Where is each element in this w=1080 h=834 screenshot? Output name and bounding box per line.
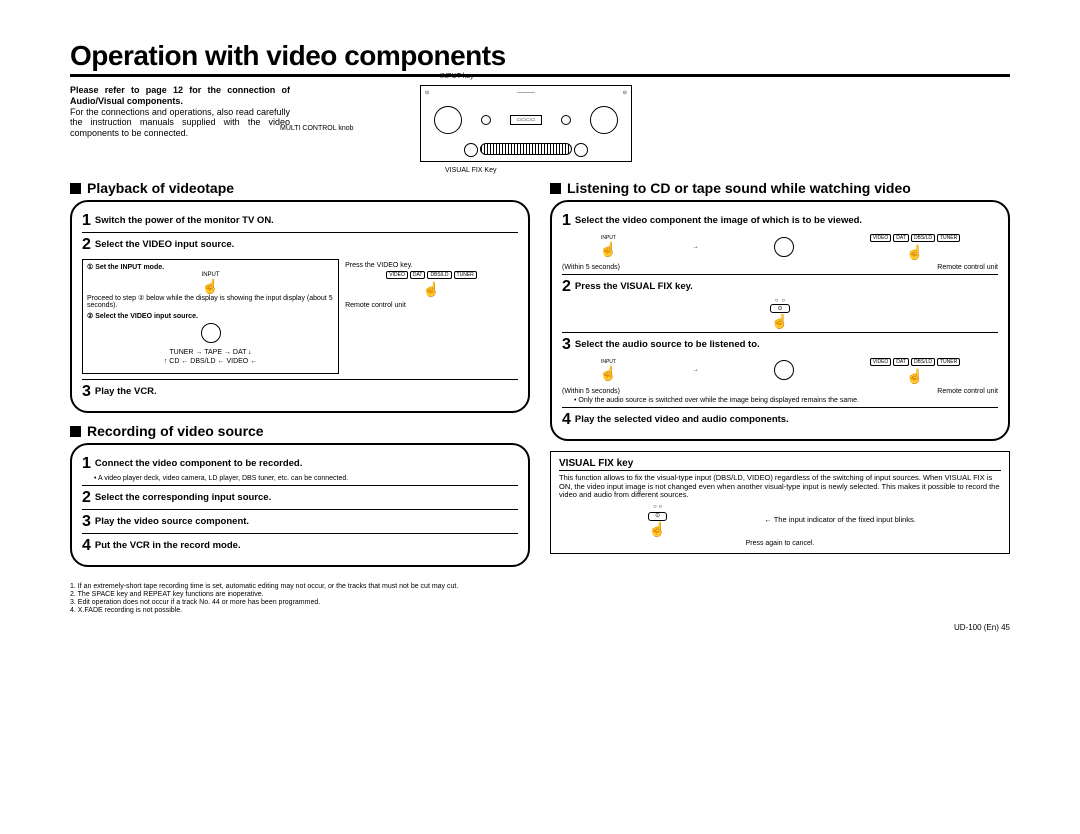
hand-icon: ☝ [771,313,788,330]
recording-title: Recording of video source [70,423,530,439]
recording-step-1: 1Connect the video component to be recor… [82,456,518,472]
footnote-2: 2. The SPACE key and REPEAT key function… [70,591,1010,599]
vfix-title: VISUAL FIX key [559,458,1001,471]
vfix-press-again: Press again to cancel. [559,540,1001,548]
footnote-3: 3. Edit operation does not occur if a tr… [70,599,1010,607]
hand-icon: ☝ [423,281,440,298]
right-column: Listening to CD or tape sound while watc… [550,174,1010,577]
recording-step-1-note: • A video player deck, video camera, LD … [94,475,518,483]
listen-step-1: 1Select the video component the image of… [562,213,998,229]
hand-icon: ☝ [202,278,219,295]
page-number: UD-100 (En) 45 [70,623,1010,632]
remote-label: Remote control unit [345,302,518,310]
square-bullet [70,426,81,437]
hand-icon: ☝ [906,244,923,261]
listen-panel: 1Select the video component the image of… [550,200,1010,441]
intro-text: Please refer to page 12 for the connecti… [70,85,290,162]
recording-title-text: Recording of video source [87,423,264,439]
button-row: VIDEO DAT DBS/LD TUNER [345,271,518,279]
label-input-key: INPUT key [440,73,474,80]
intro-line2: For the connections and operations, also… [70,107,290,139]
page-title: Operation with video components [70,40,1010,77]
set-input-label: ① Set the INPUT mode. [87,264,334,272]
knob-icon [774,360,794,380]
playback-title-text: Playback of videotape [87,180,234,196]
select-video-label: ② Select the VIDEO input source. [87,313,334,321]
device-outline: ⊙─────⊙ ▭▭▭▭ [420,85,632,162]
label-visual-fix: VISUAL FIX Key [445,167,496,174]
source-sequence: TUNER → TAPE → DAT ↓ ↑ CD ← DBS/LD ← VID… [87,348,334,366]
step2-note: Proceed to step ② below while the displa… [87,295,334,310]
label-multi-control: MULTI CONTROL knob [280,125,354,132]
playback-panel: 1Switch the power of the monitor TV ON. … [70,200,530,413]
press-video-key: Press the VIDEO key. [345,262,518,269]
recording-step-3: 3Play the video source component. [82,514,518,530]
footnotes: 1. If an extremely-short tape recording … [70,583,1010,615]
square-bullet [550,183,561,194]
listen-step-2: 2Press the VISUAL FIX key. [562,279,998,295]
step2-right: Press the VIDEO key. VIDEO DAT DBS/LD TU… [345,256,518,377]
playback-step-1: 1Switch the power of the monitor TV ON. [82,213,518,229]
footnote-1: 1. If an extremely-short tape recording … [70,583,1010,591]
intro-row: Please refer to page 12 for the connecti… [70,85,1010,162]
listen-step-3: 3Select the audio source to be listened … [562,337,998,353]
hand-icon: ☝ [600,241,617,258]
remote-label: Remote control unit [937,264,998,272]
hand-icon: ☝ [600,365,617,382]
knob-icon [201,323,221,343]
playback-step-2: 2Select the VIDEO input source. [82,237,518,253]
left-column: Playback of videotape 1Switch the power … [70,174,530,577]
footnote-4: 4. X.FADE recording is not possible. [70,607,1010,615]
listen-step2-diagram: ○ ○ ⊙ ☝ [562,298,998,330]
recording-panel: 1Connect the video component to be recor… [70,443,530,567]
playback-title: Playback of videotape [70,180,530,196]
device-diagram: INPUT key MULTI CONTROL knob ⊙─────⊙ ▭▭▭… [350,85,1010,162]
within-5s: (Within 5 seconds) [562,388,620,396]
within-5s: (Within 5 seconds) [562,264,620,272]
step2-detail: ① Set the INPUT mode. INPUT ☝ Proceed to… [82,256,518,377]
recording-step-2: 2Select the corresponding input source. [82,490,518,506]
visual-fix-box: VISUAL FIX key This function allows to f… [550,451,1010,554]
listen-title: Listening to CD or tape sound while watc… [550,180,1010,196]
playback-step-3: 3Play the VCR. [82,384,518,400]
knob-icon [774,237,794,257]
remote-label: Remote control unit [937,388,998,396]
listen-step3-note: • Only the audio source is switched over… [574,397,998,405]
step2-left: ① Set the INPUT mode. INPUT ☝ Proceed to… [82,259,339,374]
square-bullet [70,183,81,194]
hand-icon: ☝ [649,521,666,537]
listen-title-text: Listening to CD or tape sound while watc… [567,180,911,196]
listen-step1-diagram: INPUT ☝ → VIDEO DAT DBS/LD TUNER ☝ [562,232,998,261]
manual-page: Operation with video components Please r… [0,0,1080,652]
intro-line1: Please refer to page 12 for the connecti… [70,85,290,106]
hand-icon: ☝ [906,368,923,385]
vfix-indicator: The input indicator of the fixed input b… [774,515,916,524]
listen-step-4: 4Play the selected video and audio compo… [562,412,998,428]
recording-step-4: 4Put the VCR in the record mode. [82,538,518,554]
columns: Playback of videotape 1Switch the power … [70,174,1010,577]
listen-step3-diagram: INPUT ☝ → VIDEO DAT DBS/LD TUNER ☝ [562,356,998,385]
vfix-body: This function allows to fix the visual-t… [559,474,1001,500]
